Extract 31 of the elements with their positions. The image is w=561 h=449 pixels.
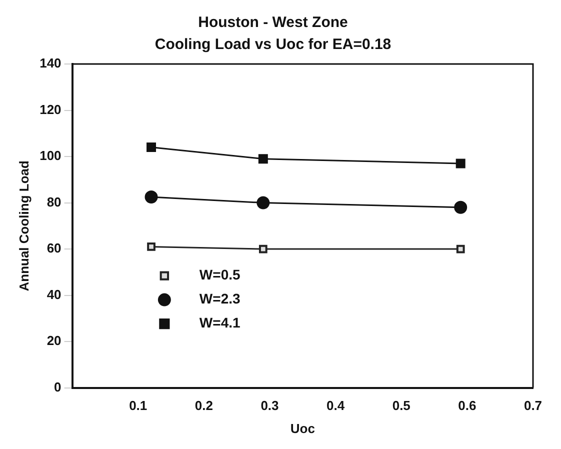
point [147,242,156,251]
point [146,142,156,152]
y-tick-label: 140 [40,56,62,71]
x-axis-title: Uoc [290,420,315,436]
point [258,244,268,254]
point [456,158,466,168]
y-axis-title: Annual Cooling Load [16,160,32,292]
point [456,244,465,254]
point [454,200,468,214]
y-tick-label: 120 [40,102,62,117]
x-tick-label: 0.5 [392,398,410,414]
y-tick-label: 80 [46,194,62,210]
legend-label: W=2.3 [199,290,240,307]
x-tick-label: 0.4 [326,398,346,414]
y-tick-label: 20 [46,333,62,348]
x-tick-label: 0.3 [260,398,279,414]
y-tick-label: 60 [46,240,62,256]
x-tick-label: 0.6 [458,398,476,414]
chart-title: Houston - West Zone [198,14,348,32]
legend-label: W=0.5 [199,266,240,283]
y-tick-label: 40 [46,286,62,302]
y-tick-label: 0 [54,379,62,394]
x-tick-label: 0.2 [194,398,213,414]
chart-subtitle: Cooling Load vs Uoc for EA=0.18 [154,36,392,54]
point [144,190,158,204]
point [258,154,268,164]
x-tick-label: 0.1 [129,398,148,414]
y-tick-label: 100 [40,148,62,164]
point [256,196,270,210]
x-tick-label: 0.7 [524,398,542,414]
legend-label: W=4.1 [199,314,240,331]
